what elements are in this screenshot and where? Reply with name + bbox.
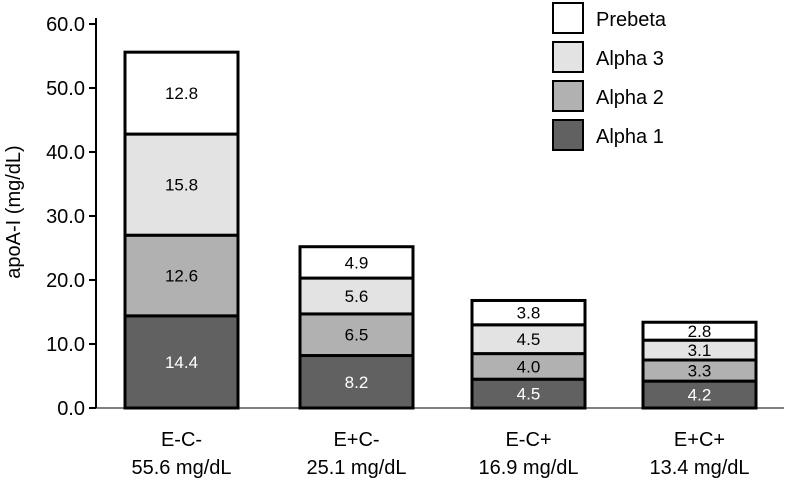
y-tick-label: 20.0 bbox=[46, 270, 85, 292]
category-label: E-C- bbox=[161, 429, 202, 451]
bar-segment-label: 4.9 bbox=[345, 253, 369, 272]
bar-segment-label: 12.8 bbox=[165, 84, 198, 103]
legend: Prebeta Alpha 3 Alpha 2 Alpha 1 bbox=[552, 2, 667, 151]
category-label: E+C+ bbox=[674, 429, 725, 451]
y-tick-label: 10.0 bbox=[46, 334, 85, 356]
bar-segment-label: 2.8 bbox=[688, 322, 712, 341]
legend-swatch bbox=[552, 41, 584, 73]
legend-swatch bbox=[552, 80, 584, 112]
bar-segment-label: 4.5 bbox=[517, 385, 541, 404]
legend-label: Alpha 2 bbox=[596, 87, 664, 109]
legend-label: Prebeta bbox=[596, 9, 667, 31]
bar-segment-label: 8.2 bbox=[345, 373, 369, 392]
bar-segment-label: 4.0 bbox=[517, 357, 541, 376]
bar-segment-label: 4.2 bbox=[688, 386, 712, 405]
category-total-label: 13.4 mg/dL bbox=[649, 457, 749, 479]
bars: 14.4 12.6 15.8 12.8 8.2 6.5 5.6 4.9 4.5 4.0 4.5 3.8… bbox=[123, 50, 758, 410]
bar-segment-label: 15.8 bbox=[165, 176, 198, 195]
bar-segment bbox=[470, 323, 587, 356]
y-tick-label: 30.0 bbox=[46, 206, 85, 228]
bar-segment bbox=[470, 298, 587, 327]
y-tick-label: 40.0 bbox=[46, 142, 85, 164]
bar-segment bbox=[470, 352, 587, 381]
x-axis-labels: E-C- 55.6 mg/dL E+C- 25.1 mg/dL E-C+ 16.9 mg/… bbox=[131, 429, 749, 479]
bar-segment-label: 3.8 bbox=[517, 304, 541, 323]
bar-segment-label: 6.5 bbox=[345, 326, 369, 345]
y-tick-label: 0.0 bbox=[57, 398, 85, 420]
y-axis-title: apoA-I (mg/dL) bbox=[3, 145, 25, 278]
bar-segment bbox=[641, 379, 758, 410]
bar-segment-label: 4.5 bbox=[517, 330, 541, 349]
bar-segment-label: 5.6 bbox=[345, 287, 369, 306]
bar-segment bbox=[298, 245, 415, 280]
legend-swatch bbox=[552, 2, 584, 34]
y-tick-label: 60.0 bbox=[46, 14, 85, 36]
legend-label: Alpha 1 bbox=[596, 126, 664, 148]
bar-segment-label: 12.6 bbox=[165, 267, 198, 286]
legend-label: Alpha 3 bbox=[596, 48, 664, 70]
bar-segment-label: 14.4 bbox=[165, 353, 198, 372]
category-label: E-C+ bbox=[505, 429, 551, 451]
category-total-label: 55.6 mg/dL bbox=[131, 457, 231, 479]
legend-swatch bbox=[552, 119, 584, 151]
bar-segment bbox=[641, 320, 758, 342]
category-total-label: 16.9 mg/dL bbox=[478, 457, 578, 479]
y-tick-label: 50.0 bbox=[46, 78, 85, 100]
category-total-label: 25.1 mg/dL bbox=[306, 457, 406, 479]
bar-segment bbox=[123, 50, 240, 136]
category-label: E+C- bbox=[333, 429, 379, 451]
bar-segment bbox=[298, 354, 415, 410]
bar-segment-label: 3.1 bbox=[688, 341, 712, 360]
bar-segment bbox=[298, 312, 415, 358]
bar-segment-label: 3.3 bbox=[688, 362, 712, 381]
